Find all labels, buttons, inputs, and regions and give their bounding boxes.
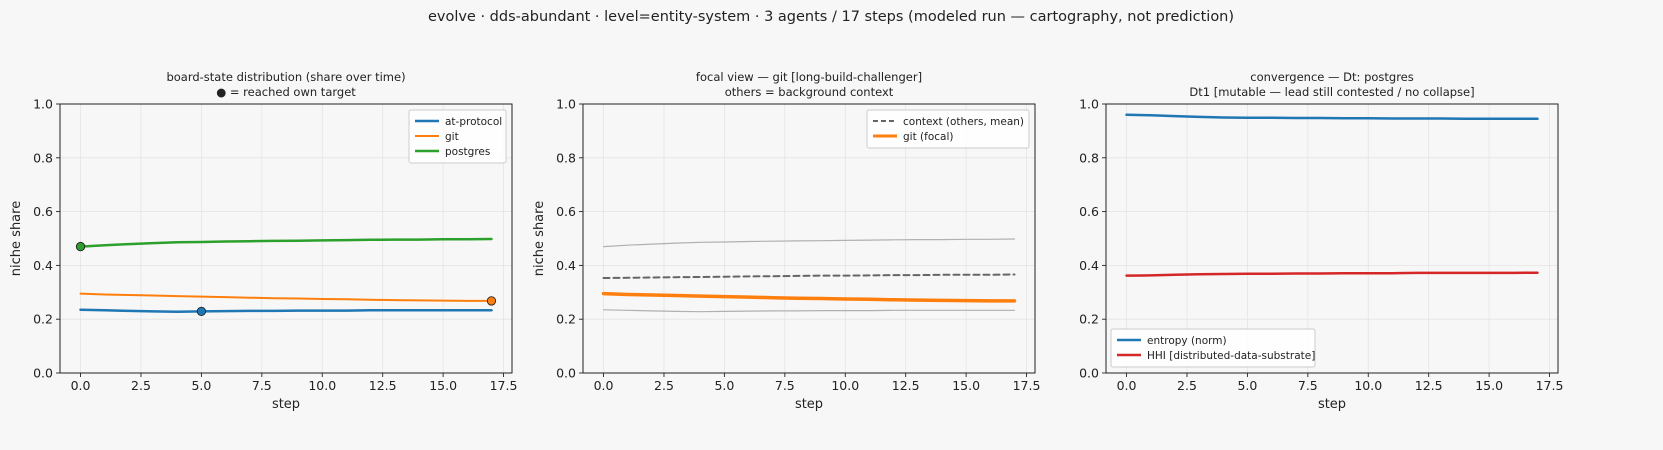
panel-focal-view: focal view — git [long-build-challenger]… [532,70,1040,412]
series-line-git [79,292,493,302]
x-tick-label: 7.5 [775,378,795,393]
y-tick-label: 0.8 [556,150,576,165]
series-line-hhi-distributed-data-substrate- [1125,271,1539,277]
panel-subtitle: Dt1 [mutable — lead still contested / no… [1189,85,1474,99]
panel-title: board-state distribution (share over tim… [166,70,405,84]
legend-box [866,109,1030,149]
x-tick-label: 0.0 [594,378,614,393]
y-tick-label: 0.4 [33,258,53,273]
legend-box [1110,328,1316,368]
axes-frame [582,103,1036,374]
y-tick-label: 1.0 [556,97,576,112]
x-tick-label: 10.0 [308,378,336,393]
panel-title: convergence — Dt: postgres [1250,70,1414,84]
target-reached-marker [486,296,497,306]
x-tick-label: 0.0 [71,378,91,393]
y-tick-label: 0.6 [33,204,53,219]
target-reached-marker [75,241,86,252]
x-axis-label: step [272,397,300,412]
series-line-entropy-norm- [1125,113,1539,121]
y-tick-label: 0.4 [556,258,576,273]
y-tick-label: 1.0 [33,97,53,112]
legend-label: entropy (norm) [1147,335,1227,347]
series-line-postgres [79,237,493,248]
series-line-background [602,238,1016,248]
x-tick-label: 5.0 [191,378,211,393]
x-tick-label: 2.5 [654,378,674,393]
x-tick-label: 2.5 [131,378,151,393]
x-tick-label: 15.0 [952,378,980,393]
plot-area [1105,103,1559,374]
legend-label: HHI [distributed-data-substrate] [1147,350,1315,362]
x-tick-label: 7.5 [1298,378,1318,393]
series-line-background [602,309,1016,313]
x-tick-label: 12.5 [892,378,920,393]
y-axis-label: niche share [532,201,547,276]
y-tick-label: 0.4 [1079,258,1099,273]
x-tick-label: 17.5 [1536,378,1564,393]
x-tick-label: 10.0 [1354,378,1382,393]
x-tick-label: 12.5 [1415,378,1443,393]
y-tick-label: 0.2 [1079,312,1099,327]
y-axis-label: niche share [9,201,24,276]
legend-label: git (focal) [903,131,953,143]
panel-subtitle: others = background context [725,85,894,99]
x-tick-label: 2.5 [1177,378,1197,393]
x-tick-label: 0.0 [1117,378,1137,393]
legend-label: context (others, mean) [903,116,1024,128]
legend: context (others, mean) git (focal) [866,109,1030,149]
x-tick-label: 7.5 [252,378,272,393]
legend: entropy (norm) HHI [distributed-data-subs… [1110,328,1316,368]
series-line-git-focal- [601,291,1017,303]
y-tick-label: 0.8 [33,150,53,165]
x-tick-label: 12.5 [369,378,397,393]
x-tick-label: 17.5 [1013,378,1041,393]
panel-board-state: board-state distribution (share over tim… [9,70,517,412]
x-tick-label: 15.0 [1475,378,1503,393]
x-tick-label: 5.0 [1237,378,1257,393]
series-line-at-protocol [79,308,493,313]
legend: at-protocol git postgres [408,109,507,164]
y-tick-label: 0.6 [1079,204,1099,219]
y-tick-label: 0.2 [33,312,53,327]
y-tick-label: 0.6 [556,204,576,219]
y-tick-label: 0.2 [556,312,576,327]
legend-label: postgres [445,146,490,158]
x-tick-label: 5.0 [714,378,734,393]
y-tick-label: 0.0 [33,366,53,381]
x-tick-label: 17.5 [490,378,518,393]
y-tick-label: 0.0 [556,366,576,381]
y-tick-label: 1.0 [1079,97,1099,112]
y-tick-label: 0.8 [1079,150,1099,165]
axes-frame [59,103,513,374]
x-tick-label: 10.0 [831,378,859,393]
axes-frame [1105,103,1559,374]
x-axis-label: step [1318,397,1346,412]
y-tick-label: 0.0 [1079,366,1099,381]
target-reached-marker [196,306,207,317]
panel-subtitle: ● = reached own target [216,85,356,99]
panel-title: focal view — git [long-build-challenger] [696,70,922,84]
x-axis-label: step [795,397,823,412]
legend-label: git [445,131,459,143]
figure-title: evolve · dds-abundant · level=entity-sys… [428,9,1234,25]
x-tick-label: 15.0 [429,378,457,393]
legend-label: at-protocol [445,116,502,128]
series-line-context-others-mean- [602,273,1016,279]
